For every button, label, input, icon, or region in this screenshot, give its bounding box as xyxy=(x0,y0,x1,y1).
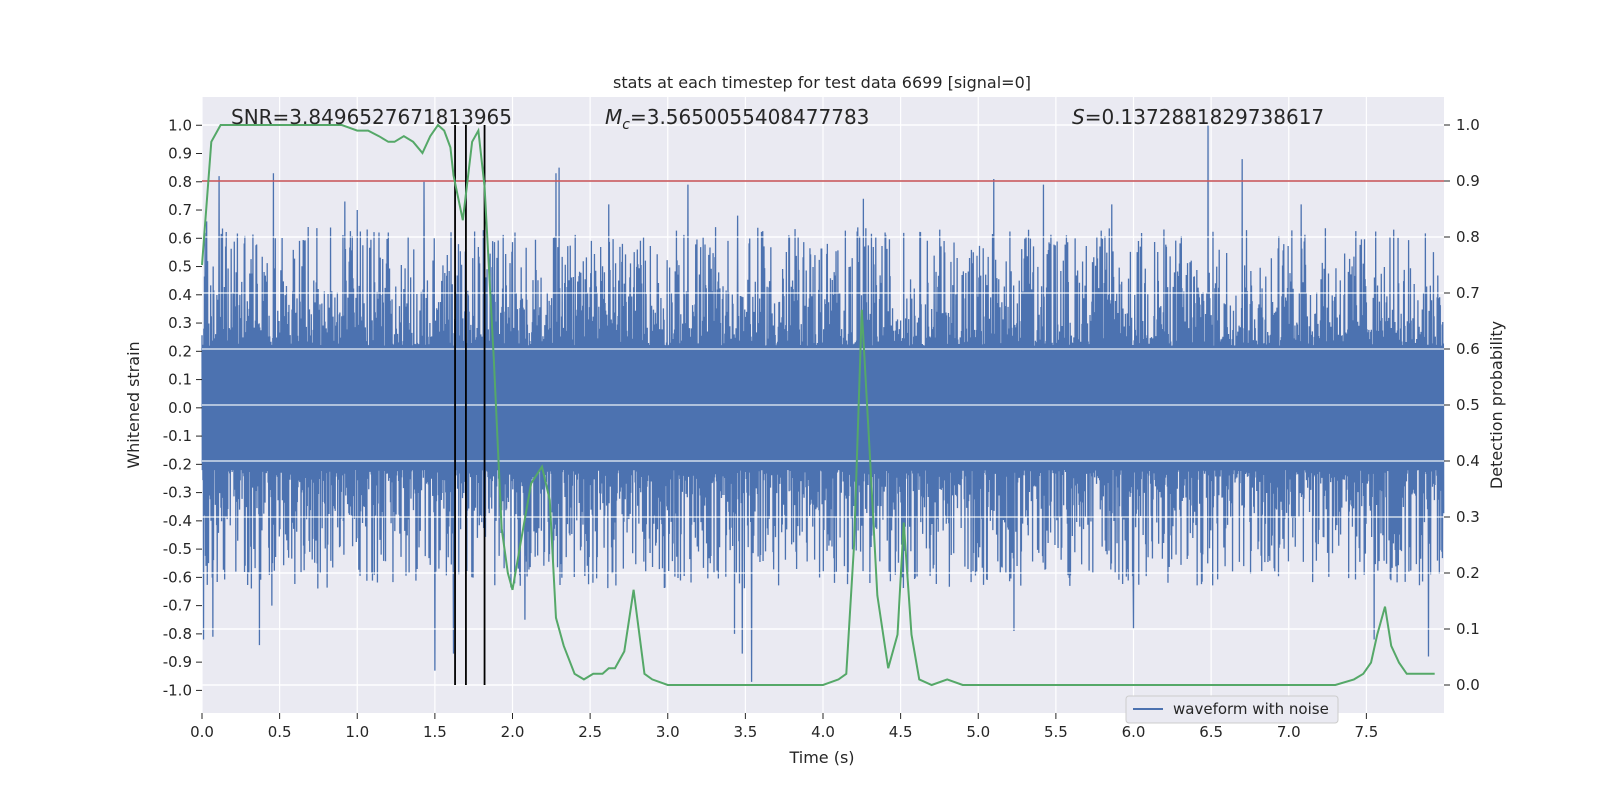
axis-layer: 0.0 0.5 1.0 1.5 2.0 2.5 3.0 3.5 4.0 4.5 5.0 5.5 6.0 6… xyxy=(163,116,1480,741)
chirp-mass-value: =3.5650055408477783 xyxy=(630,105,869,129)
waveform-layer xyxy=(201,125,1445,682)
y-left-tick-label: -0.1 xyxy=(163,427,192,445)
x-tick-label: 0.5 xyxy=(268,723,292,741)
x-axis-label: Time (s) xyxy=(788,748,854,767)
y-left-tick-label: -0.9 xyxy=(163,653,192,671)
y-right-tick-label: 0.5 xyxy=(1456,396,1480,414)
y-axis-label-left: Whitened strain xyxy=(124,341,143,468)
x-tick-label: 2.5 xyxy=(578,723,602,741)
y-right-tick-label: 0.2 xyxy=(1456,564,1480,582)
chirp-mass-subscript: c xyxy=(622,117,630,133)
x-tick-label: 5.0 xyxy=(966,723,990,741)
x-tick-label: 1.5 xyxy=(423,723,447,741)
s-symbol: S xyxy=(1072,105,1085,129)
x-tick-label: 0.0 xyxy=(190,723,214,741)
y-right-tick-label: 0.8 xyxy=(1456,228,1480,246)
y-axis-label-right: Detection probability xyxy=(1487,321,1506,489)
y-left-tick-label: 1.0 xyxy=(168,116,192,134)
waveform-dense-band xyxy=(202,348,1444,465)
y-left-tick-label: 0.1 xyxy=(168,371,192,389)
y-left-tick-label: -0.7 xyxy=(163,597,192,615)
y-left-tick-label: 0.4 xyxy=(168,286,192,304)
y-left-tick-label: 0.3 xyxy=(168,314,192,332)
x-tick-label: 5.5 xyxy=(1044,723,1068,741)
x-tick-label: 3.0 xyxy=(656,723,680,741)
y-left-tick-label: 0.7 xyxy=(168,201,192,219)
detection-probability-line xyxy=(201,123,1435,687)
y-left-tick-label: -0.8 xyxy=(163,625,192,643)
snr-annotation: SNR=3.8496527671813965 xyxy=(231,105,512,129)
y-left-tick-label: 0.5 xyxy=(168,258,192,276)
x-tick-label: 4.5 xyxy=(889,723,913,741)
legend-box xyxy=(1125,695,1339,724)
chirp-mass-symbol: M xyxy=(605,105,622,129)
legend: waveform with noise xyxy=(1125,695,1339,724)
x-tick-label: 2.0 xyxy=(501,723,525,741)
chirp-mass-annotation: Mc=3.5650055408477783 xyxy=(605,105,869,133)
y-left-tick-label: -0.3 xyxy=(163,484,192,502)
x-tick-label: 6.5 xyxy=(1199,723,1223,741)
y-left-tick-label: 0.0 xyxy=(168,399,192,417)
y-right-tick-label: 0.6 xyxy=(1456,340,1480,358)
y-left-tick-label: -1.0 xyxy=(163,681,192,699)
y-right-tick-label: 0.0 xyxy=(1456,676,1480,694)
chart-title: stats at each timestep for test data 669… xyxy=(613,73,1031,92)
y-right-tick-label: 0.4 xyxy=(1456,452,1480,470)
legend-label-waveform: waveform with noise xyxy=(1173,700,1329,718)
overlay-layer xyxy=(201,123,1444,687)
x-tick-label: 6.0 xyxy=(1122,723,1146,741)
y-right-tick-label: 0.3 xyxy=(1456,508,1480,526)
y-right-tick-label: 0.1 xyxy=(1456,620,1480,638)
y-left-tick-label: -0.6 xyxy=(163,568,192,586)
s-annotation: S=0.1372881829738617 xyxy=(1072,105,1324,129)
s-value: =0.1372881829738617 xyxy=(1085,105,1324,129)
y-right-tick-label: 0.9 xyxy=(1456,172,1480,190)
y-left-tick-label: -0.4 xyxy=(163,512,192,530)
y-left-tick-label: -0.5 xyxy=(163,540,192,558)
x-tick-label: 7.5 xyxy=(1354,723,1378,741)
x-tick-label: 3.5 xyxy=(733,723,757,741)
y-left-tick-label: 0.9 xyxy=(168,145,192,163)
y-left-tick-label: 0.2 xyxy=(168,342,192,360)
x-tick-label: 1.0 xyxy=(345,723,369,741)
y-right-tick-label: 1.0 xyxy=(1456,116,1480,134)
y-left-tick-label: -0.2 xyxy=(163,455,192,473)
y-left-tick-label: 0.6 xyxy=(168,229,192,247)
x-tick-label: 7.0 xyxy=(1277,723,1301,741)
y-left-tick-label: 0.8 xyxy=(168,173,192,191)
x-tick-label: 4.0 xyxy=(811,723,835,741)
y-right-tick-label: 0.7 xyxy=(1456,284,1480,302)
